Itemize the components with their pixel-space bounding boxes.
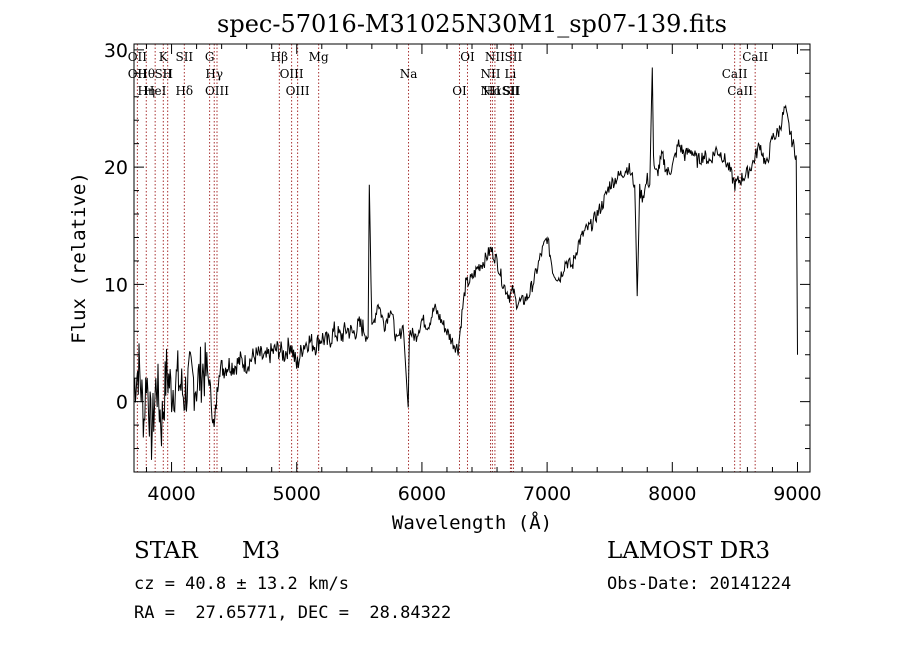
spectral-line-label: Mg bbox=[309, 50, 329, 64]
y-tick-label: 10 bbox=[104, 274, 128, 296]
chart-title: spec-57016-M31025N30M1_sp07-139.fits bbox=[217, 10, 727, 38]
x-tick-label: 9000 bbox=[773, 483, 821, 505]
spectrum-series bbox=[133, 67, 798, 460]
object-subclass: M3 bbox=[242, 538, 281, 564]
plot-frame bbox=[133, 43, 811, 473]
spectral-line-label: SII bbox=[175, 50, 193, 64]
x-tick-label: 8000 bbox=[648, 483, 696, 505]
x-tick-label: 4000 bbox=[147, 483, 195, 505]
spectral-line-label: OIII bbox=[286, 84, 310, 98]
spectral-line-label: CaII bbox=[742, 50, 768, 64]
spectrum-line bbox=[133, 67, 798, 460]
spectral-line-label: CaII bbox=[722, 67, 748, 81]
spectral-line-label: Hα bbox=[483, 84, 502, 98]
spectral-line-label: NII bbox=[481, 67, 501, 81]
coordinates: RA = 27.65771, DEC = 28.84322 bbox=[134, 603, 452, 623]
x-tick-label: 7000 bbox=[523, 483, 571, 505]
spectral-line-label: NII bbox=[485, 50, 505, 64]
object-class: STAR bbox=[134, 538, 198, 564]
spectral-line-label: G bbox=[205, 50, 215, 64]
x-axis-ticks: 4000 5000 6000 7000 8000 9000 bbox=[146, 44, 822, 505]
spectral-line-label: HeI bbox=[144, 84, 167, 98]
y-axis-label: Flux (relative) bbox=[68, 172, 90, 344]
spectral-line-label: OII bbox=[128, 67, 148, 81]
spectral-line-label: CaII bbox=[727, 84, 753, 98]
spectral-line-label: OII bbox=[128, 50, 148, 64]
y-tick-label: 30 bbox=[104, 40, 128, 62]
x-tick-label: 5000 bbox=[273, 483, 321, 505]
y-axis-ticks: 0 10 20 30 bbox=[104, 40, 810, 450]
spectral-line-label: SII bbox=[502, 84, 520, 98]
spectral-line-label: Hβ bbox=[271, 50, 288, 64]
obs-date: Obs-Date: 20141224 bbox=[607, 574, 792, 594]
spectral-line-label: Hθ bbox=[137, 67, 155, 81]
spectral-line-label: SII bbox=[505, 50, 523, 64]
y-tick-label: 20 bbox=[104, 157, 128, 179]
spectral-line-label: Hδ bbox=[175, 84, 193, 98]
spectral-line-label: SII bbox=[154, 67, 172, 81]
spectral-line-label: OI bbox=[460, 50, 475, 64]
x-axis-label: Wavelength (Å) bbox=[392, 511, 552, 534]
x-tick-label: 6000 bbox=[398, 483, 446, 505]
spectral-line-label: OIII bbox=[205, 84, 229, 98]
spectral-lines bbox=[136, 44, 756, 472]
spectral-line-label: OIII bbox=[280, 67, 304, 81]
spectral-line-label: Hη bbox=[137, 84, 155, 98]
y-tick-label: 0 bbox=[116, 392, 128, 414]
spectral-line-label: Hγ bbox=[205, 67, 223, 81]
spectral-line-label: SII bbox=[503, 84, 521, 98]
spectral-line-label: K bbox=[159, 50, 169, 64]
spectral-line-label: OI bbox=[452, 84, 467, 98]
survey-name: LAMOST DR3 bbox=[607, 538, 771, 564]
spectral-line-label: NII bbox=[481, 84, 501, 98]
spectral-line-label: Li bbox=[505, 67, 517, 81]
spectral-line-label: H bbox=[162, 67, 172, 81]
redshift-readout: cz = 40.8 ± 13.2 km/s bbox=[134, 574, 349, 594]
spectral-line-label: Na bbox=[400, 67, 418, 81]
